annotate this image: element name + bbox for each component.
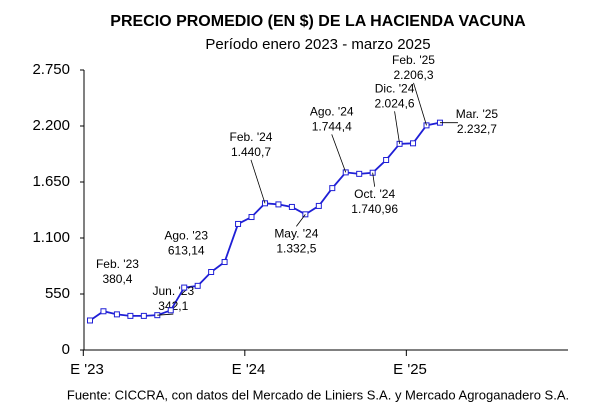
chart-title: PRECIO PROMEDIO (EN $) DE LA HACIENDA VA…	[110, 13, 526, 30]
point-marker	[356, 170, 363, 177]
value-label: 1.332,5	[276, 241, 316, 255]
value-label: 380,4	[102, 272, 132, 286]
point-label: Dic. '24	[375, 81, 415, 95]
value-label: 1.744,4	[312, 120, 352, 134]
point-label: Ago. '23	[164, 229, 208, 243]
point-marker	[383, 157, 390, 164]
y-tick-label: 550	[45, 285, 70, 302]
point-label: Feb. '25	[392, 53, 435, 67]
x-tick-label: E '25	[393, 361, 427, 378]
point-marker	[235, 220, 242, 227]
leader-line	[296, 214, 306, 227]
point-marker	[315, 202, 322, 209]
point-label: Jun. '23	[152, 284, 194, 298]
value-label: 1.740,96	[351, 202, 398, 216]
y-tick-label: 1.100	[32, 229, 70, 246]
x-tick-label: E '23	[70, 361, 104, 378]
x-tick-label: E '24	[232, 361, 266, 378]
point-label: Feb. '24	[229, 130, 272, 144]
point-marker	[329, 185, 336, 192]
point-marker	[275, 201, 282, 208]
point-marker	[113, 311, 120, 318]
leader-line	[331, 134, 347, 173]
point-marker	[181, 284, 188, 291]
point-label: Mar. '25	[456, 107, 499, 121]
point-marker	[87, 317, 93, 324]
point-label: Ago. '24	[310, 105, 354, 119]
point-label: Feb. '23	[96, 257, 139, 271]
value-label: 2.024,6	[375, 96, 415, 110]
leader-line	[413, 82, 427, 126]
leader-line	[394, 111, 400, 144]
point-marker	[410, 140, 417, 147]
point-marker	[288, 203, 295, 210]
point-marker	[221, 259, 228, 266]
leader-line	[157, 313, 174, 316]
y-tick-label: 1.650	[32, 173, 70, 190]
y-tick-label: 0	[62, 341, 70, 358]
value-label: 342,1	[158, 299, 188, 313]
chart-subtitle: Período enero 2023 - marzo 2025	[205, 36, 430, 53]
point-marker	[208, 269, 215, 276]
point-marker	[100, 308, 107, 315]
point-marker	[194, 282, 201, 289]
value-label: 2.232,7	[457, 122, 497, 136]
point-label: May. '24	[274, 226, 318, 240]
point-label: Oct. '24	[354, 187, 395, 201]
value-label: 1.440,7	[231, 145, 271, 159]
point-marker	[140, 312, 147, 319]
leader-line	[372, 172, 376, 187]
point-marker	[167, 307, 174, 314]
point-marker	[127, 312, 134, 319]
point-marker	[248, 214, 255, 221]
value-label: 2.206,3	[393, 68, 433, 82]
y-tick-label: 2.750	[32, 61, 70, 78]
value-label: 613,14	[168, 244, 205, 258]
leader-line	[250, 159, 266, 204]
source-note: Fuente: CICCRA, con datos del Mercado de…	[67, 387, 569, 402]
y-tick-label: 2.200	[32, 117, 70, 134]
